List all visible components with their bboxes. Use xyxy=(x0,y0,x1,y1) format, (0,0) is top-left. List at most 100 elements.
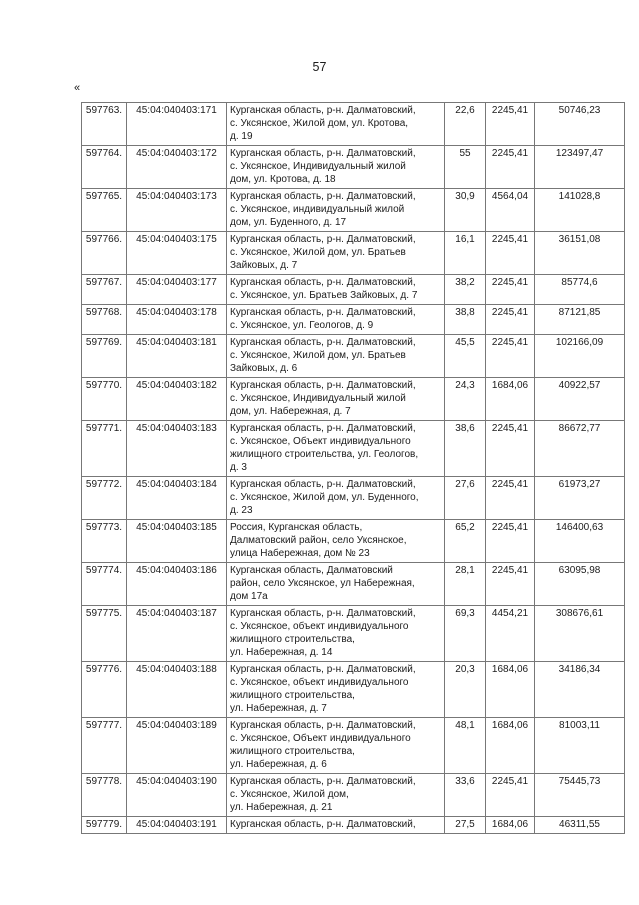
area-cell: 27,6 xyxy=(444,476,486,520)
cadastral-number-cell: 45:04:040403:191 xyxy=(126,816,227,834)
cadastral-number-cell: 45:04:040403:187 xyxy=(126,605,227,662)
row-number-cell: 597767. xyxy=(81,274,127,305)
rate-cell: 2245,41 xyxy=(485,476,535,520)
cadastral-number-cell: 45:04:040403:185 xyxy=(126,519,227,563)
cadastral-number-cell: 45:04:040403:184 xyxy=(126,476,227,520)
cost-value-cell: 86672,77 xyxy=(534,420,625,477)
table-row: 597774. 45:04:040403:186 Курганская обла… xyxy=(81,562,625,606)
area-cell: 45,5 xyxy=(444,334,486,378)
rate-cell: 2245,41 xyxy=(485,334,535,378)
table-row: 597764. 45:04:040403:172 Курганская обла… xyxy=(81,145,625,189)
address-cell: Курганская область, р-н. Далматовский, с… xyxy=(226,420,445,477)
cost-value-cell: 36151,08 xyxy=(534,231,625,275)
address-cell: Курганская область, р-н. Далматовский, с… xyxy=(226,274,445,305)
cost-value-cell: 75445,73 xyxy=(534,773,625,817)
cadastral-number-cell: 45:04:040403:183 xyxy=(126,420,227,477)
table-row: 597776. 45:04:040403:188 Курганская обла… xyxy=(81,661,625,718)
cost-value-cell: 123497,47 xyxy=(534,145,625,189)
cadastral-number-cell: 45:04:040403:173 xyxy=(126,188,227,232)
area-cell: 20,3 xyxy=(444,661,486,718)
page-number: 57 xyxy=(312,60,327,74)
row-number-cell: 597775. xyxy=(81,605,127,662)
address-cell: Курганская область, р-н. Далматовский, с… xyxy=(226,334,445,378)
rate-cell: 2245,41 xyxy=(485,145,535,189)
cadastral-number-cell: 45:04:040403:190 xyxy=(126,773,227,817)
area-cell: 22,6 xyxy=(444,102,486,146)
cadastral-number-cell: 45:04:040403:189 xyxy=(126,717,227,774)
address-cell: Курганская область, Далматовский район, … xyxy=(226,562,445,606)
area-cell: 55 xyxy=(444,145,486,189)
row-number-cell: 597776. xyxy=(81,661,127,718)
table-row: 597767. 45:04:040403:177 Курганская обла… xyxy=(81,274,625,305)
address-cell: Курганская область, р-н. Далматовский, с… xyxy=(226,773,445,817)
cadastral-number-cell: 45:04:040403:171 xyxy=(126,102,227,146)
address-cell: Курганская область, р-н. Далматовский, с… xyxy=(226,476,445,520)
cadastral-number-cell: 45:04:040403:177 xyxy=(126,274,227,305)
cadastral-number-cell: 45:04:040403:186 xyxy=(126,562,227,606)
area-cell: 69,3 xyxy=(444,605,486,662)
table-row: 597772. 45:04:040403:184 Курганская обла… xyxy=(81,476,625,520)
area-cell: 30,9 xyxy=(444,188,486,232)
row-number-cell: 597766. xyxy=(81,231,127,275)
rate-cell: 2245,41 xyxy=(485,420,535,477)
table-row: 597771. 45:04:040403:183 Курганская обла… xyxy=(81,420,625,477)
address-cell: Курганская область, р-н. Далматовский, с… xyxy=(226,304,445,335)
table-row: 597777. 45:04:040403:189 Курганская обла… xyxy=(81,717,625,774)
opening-quote-mark: « xyxy=(74,82,81,94)
row-number-cell: 597768. xyxy=(81,304,127,335)
cadastral-number-cell: 45:04:040403:181 xyxy=(126,334,227,378)
table-row: 597773. 45:04:040403:185 Россия, Курганс… xyxy=(81,519,625,563)
row-number-cell: 597777. xyxy=(81,717,127,774)
rate-cell: 2245,41 xyxy=(485,274,535,305)
cadastral-number-cell: 45:04:040403:188 xyxy=(126,661,227,718)
table-row: 597763. 45:04:040403:171 Курганская обла… xyxy=(81,102,625,146)
rate-cell: 4454,21 xyxy=(485,605,535,662)
table-body: 597763. 45:04:040403:171 Курганская обла… xyxy=(81,102,625,834)
area-cell: 65,2 xyxy=(444,519,486,563)
area-cell: 38,6 xyxy=(444,420,486,477)
table-row: 597775. 45:04:040403:187 Курганская обла… xyxy=(81,605,625,662)
table-row: 597768. 45:04:040403:178 Курганская обла… xyxy=(81,304,625,335)
cost-value-cell: 146400,63 xyxy=(534,519,625,563)
table-row: 597778. 45:04:040403:190 Курганская обла… xyxy=(81,773,625,817)
table-row: 597770. 45:04:040403:182 Курганская обла… xyxy=(81,377,625,421)
cadastral-number-cell: 45:04:040403:172 xyxy=(126,145,227,189)
address-cell: Курганская область, р-н. Далматовский, с… xyxy=(226,145,445,189)
cost-value-cell: 46311,55 xyxy=(534,816,625,834)
row-number-cell: 597772. xyxy=(81,476,127,520)
area-cell: 28,1 xyxy=(444,562,486,606)
address-cell: Курганская область, р-н. Далматовский, с… xyxy=(226,377,445,421)
area-cell: 27,5 xyxy=(444,816,486,834)
cost-value-cell: 34186,34 xyxy=(534,661,625,718)
cost-value-cell: 63095,98 xyxy=(534,562,625,606)
address-cell: Курганская область, р-н. Далматовский, с… xyxy=(226,661,445,718)
row-number-cell: 597773. xyxy=(81,519,127,563)
row-number-cell: 597779. xyxy=(81,816,127,834)
cadastral-valuation-table: 597763. 45:04:040403:171 Курганская обла… xyxy=(81,102,625,834)
rate-cell: 2245,41 xyxy=(485,304,535,335)
address-cell: Курганская область, р-н. Далматовский, с… xyxy=(226,231,445,275)
area-cell: 33,6 xyxy=(444,773,486,817)
area-cell: 38,8 xyxy=(444,304,486,335)
table-row: 597769. 45:04:040403:181 Курганская обла… xyxy=(81,334,625,378)
rate-cell: 2245,41 xyxy=(485,102,535,146)
table-row: 597779. 45:04:040403:191 Курганская обла… xyxy=(81,816,625,834)
row-number-cell: 597763. xyxy=(81,102,127,146)
area-cell: 16,1 xyxy=(444,231,486,275)
row-number-cell: 597778. xyxy=(81,773,127,817)
table-row: 597766. 45:04:040403:175 Курганская обла… xyxy=(81,231,625,275)
cost-value-cell: 40922,57 xyxy=(534,377,625,421)
cost-value-cell: 102166,09 xyxy=(534,334,625,378)
cost-value-cell: 85774,6 xyxy=(534,274,625,305)
cost-value-cell: 308676,61 xyxy=(534,605,625,662)
cadastral-number-cell: 45:04:040403:182 xyxy=(126,377,227,421)
rate-cell: 2245,41 xyxy=(485,773,535,817)
row-number-cell: 597764. xyxy=(81,145,127,189)
rate-cell: 2245,41 xyxy=(485,231,535,275)
address-cell: Курганская область, р-н. Далматовский, с… xyxy=(226,188,445,232)
area-cell: 48,1 xyxy=(444,717,486,774)
row-number-cell: 597771. xyxy=(81,420,127,477)
cost-value-cell: 50746,23 xyxy=(534,102,625,146)
row-number-cell: 597770. xyxy=(81,377,127,421)
rate-cell: 1684,06 xyxy=(485,377,535,421)
